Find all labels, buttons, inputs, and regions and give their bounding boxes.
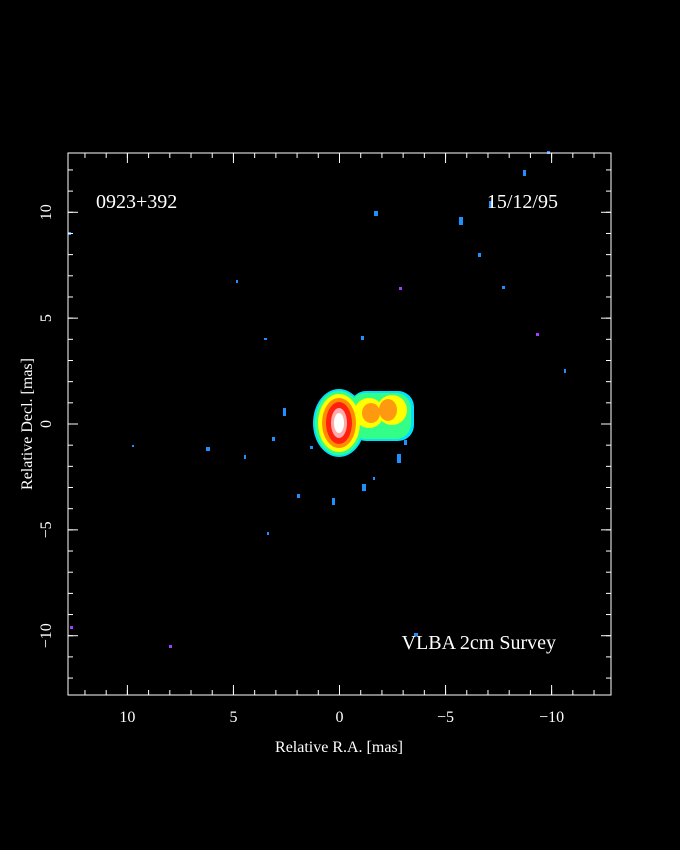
image-map [68,151,566,648]
noise-specks [68,151,566,636]
emission [334,413,344,433]
y-tick-label: −10 [38,623,55,648]
y-tick-label: 0 [38,420,55,428]
annotation: 15/12/95 [487,191,558,213]
noise-specks [70,287,539,648]
x-tick-label: 10 [119,709,135,726]
x-tick-label: 0 [336,709,344,726]
y-axis-label: Relative Decl. [mas] [19,358,36,490]
y-tick-label: 10 [38,204,55,220]
annotation: 0923+392 [96,191,177,213]
x-axis-label: Relative R.A. [mas] [275,739,403,756]
x-tick-label: 5 [229,709,237,726]
y-tick-label: −5 [38,521,55,538]
x-tick-label: −10 [539,709,564,726]
emission [362,403,380,423]
annotation: VLBA 2cm Survey [402,632,556,654]
y-tick-label: 5 [38,314,55,322]
x-tick-label: −5 [437,709,454,726]
emission [379,399,397,421]
